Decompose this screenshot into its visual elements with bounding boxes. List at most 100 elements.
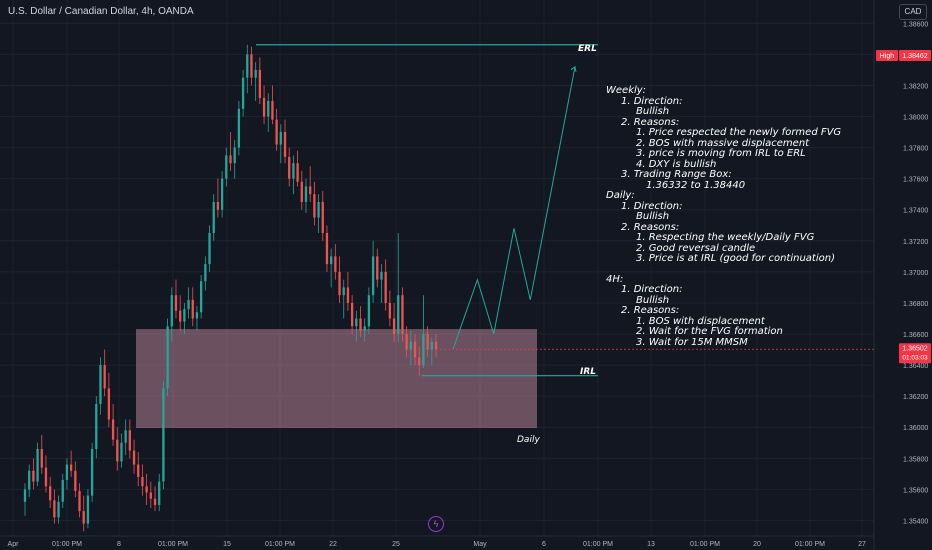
note-line: 2. BOS with massive displacement <box>636 137 810 149</box>
note-line: 1. BOS with displacement <box>636 315 765 327</box>
candle-body <box>153 498 157 505</box>
time-tick-label: 01:00 PM <box>158 541 188 548</box>
high-badge: High 1.38462 <box>876 50 931 61</box>
candle-body <box>65 464 69 481</box>
candle-body <box>166 326 169 389</box>
candle-body <box>413 341 417 358</box>
candle-body <box>409 341 412 350</box>
candle-body <box>258 69 262 98</box>
current-price-badge: 1.36502 01:03:03 <box>899 343 931 364</box>
time-tick-label: 22 <box>329 541 337 548</box>
candle-body <box>53 500 56 518</box>
note-line: 3. Price is at IRL (good for continuatio… <box>636 253 835 264</box>
candle-body <box>350 302 354 327</box>
candle-body <box>103 365 106 389</box>
candle-body <box>132 450 136 465</box>
candle-body <box>120 442 123 462</box>
price-tick-label: 1.37200 <box>903 239 928 246</box>
zone-label: Daily <box>517 435 540 445</box>
currency-button[interactable]: CAD <box>899 4 927 20</box>
candle-body <box>199 281 203 313</box>
candle-body <box>283 132 287 157</box>
daily-fvg-zone[interactable] <box>136 329 537 429</box>
candle-body <box>292 163 295 179</box>
time-tick-label: 13 <box>647 541 655 548</box>
candle-body <box>325 233 329 265</box>
note-line: 2. Reasons: <box>621 305 680 316</box>
high-badge-value: 1.38462 <box>902 53 927 60</box>
candlestick-series <box>23 44 438 532</box>
note-line: Daily: <box>606 190 635 201</box>
price-tick-label: 1.37400 <box>903 208 928 215</box>
candle-body <box>204 264 207 282</box>
candle-body <box>405 334 408 350</box>
candle-body <box>355 318 358 327</box>
price-tick-label: 1.36800 <box>903 301 928 308</box>
candle-body <box>418 357 421 366</box>
price-tick-label: 1.36200 <box>903 394 928 401</box>
candle-body <box>111 419 115 440</box>
candle-body <box>321 201 324 234</box>
candle-body <box>338 271 341 296</box>
candle-body <box>124 430 127 443</box>
note-line: 1. Respecting the weekly/Daily FVG <box>636 232 815 243</box>
price-tick-label: 1.37600 <box>903 177 928 184</box>
time-tick-label: Apr <box>8 541 20 548</box>
candle-body <box>250 54 253 78</box>
note-line: 2. Wait for the FVG formation <box>636 326 783 337</box>
time-tick-label: 8 <box>117 541 121 548</box>
note-line: Bullish <box>636 106 670 117</box>
price-tick-label: 1.36400 <box>903 363 928 370</box>
price-axis: 1.386001.384001.382001.380001.378001.376… <box>903 21 928 525</box>
price-tick-label: 1.38600 <box>903 21 928 28</box>
candle-body <box>426 334 429 350</box>
candle-body <box>32 470 35 482</box>
candle-body <box>246 54 249 78</box>
candle-body <box>23 489 27 502</box>
candle-body <box>384 271 387 303</box>
candle-body <box>262 97 266 117</box>
candle-body <box>334 256 337 272</box>
candle-body <box>422 334 425 366</box>
candle-body <box>342 287 345 296</box>
note-line <box>606 265 841 275</box>
candle-body <box>116 439 119 462</box>
note-line: 1. Direction: <box>621 284 683 295</box>
time-tick-label: 6 <box>542 541 546 548</box>
time-tick-label: 15 <box>223 541 231 548</box>
candle-body <box>44 467 48 487</box>
candle-body <box>397 295 400 335</box>
note-line: 2. Reasons: <box>621 116 680 128</box>
candle-body <box>174 295 178 311</box>
candle-body <box>271 100 274 120</box>
note-line: Weekly: <box>606 85 647 96</box>
price-tick-label: 1.35600 <box>903 487 928 494</box>
irl-label: IRL <box>580 367 596 377</box>
candle-body <box>74 470 77 491</box>
flash-icon[interactable]: ϟ <box>428 516 444 532</box>
candle-body <box>254 69 257 78</box>
note-line: 3. price is moving from IRL to ERL <box>636 148 806 159</box>
note-line: Bullish <box>636 294 670 306</box>
candle-body <box>158 481 161 505</box>
candle-body <box>195 312 199 319</box>
candle-body <box>367 295 371 327</box>
candle-body <box>78 490 81 512</box>
candle-body <box>208 233 211 265</box>
candle-body <box>212 201 215 234</box>
note-line: 3. Trading Range Box: <box>621 169 732 180</box>
candle-body <box>225 155 228 179</box>
candle-body <box>141 476 144 487</box>
erl-label: ERL <box>578 44 597 54</box>
candle-body <box>40 448 43 468</box>
candle-body <box>309 186 312 195</box>
candle-body <box>241 77 245 109</box>
candle-body <box>430 341 433 350</box>
current-price-value: 1.36502 <box>902 345 927 352</box>
candle-body <box>237 108 241 148</box>
projection-path[interactable] <box>452 66 576 350</box>
candle-body <box>170 295 173 327</box>
candle-body <box>380 271 383 280</box>
candle-body <box>296 163 299 182</box>
